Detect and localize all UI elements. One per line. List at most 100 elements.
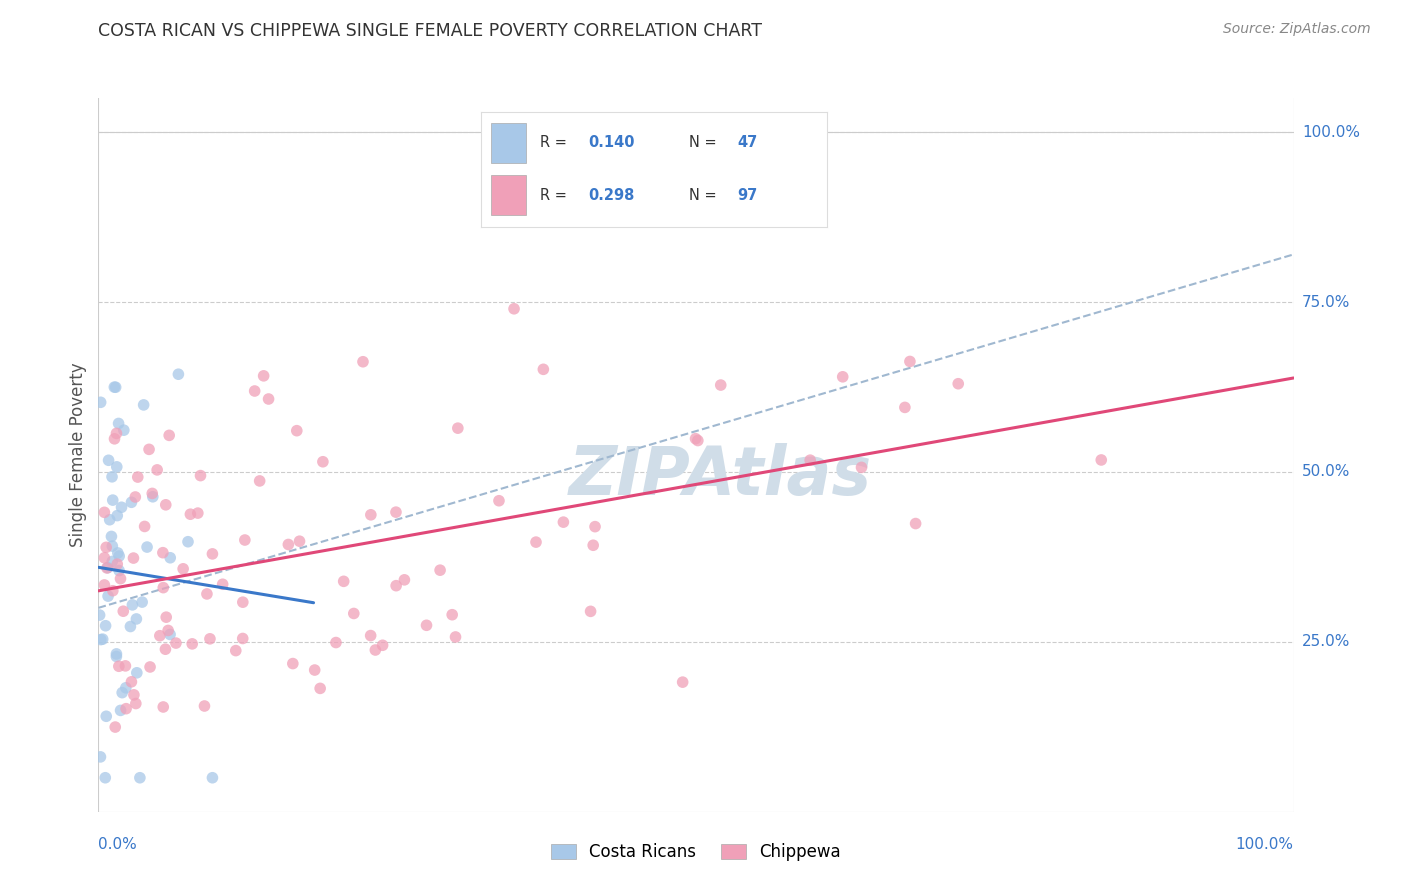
Point xyxy=(136,540,159,554)
Point xyxy=(904,516,927,531)
Point xyxy=(101,493,124,508)
Point xyxy=(371,638,394,652)
Point xyxy=(201,771,224,785)
Point xyxy=(94,771,117,785)
Point xyxy=(155,610,177,624)
Point xyxy=(110,572,132,586)
Point xyxy=(105,649,128,664)
Point xyxy=(146,463,169,477)
Text: Source: ZipAtlas.com: Source: ZipAtlas.com xyxy=(1223,22,1371,37)
Point xyxy=(233,533,256,547)
Point xyxy=(288,534,311,549)
Point xyxy=(110,500,132,515)
Point xyxy=(672,675,695,690)
Point xyxy=(90,395,112,409)
Point xyxy=(249,474,271,488)
Point xyxy=(198,632,221,646)
Point xyxy=(124,490,146,504)
Text: COSTA RICAN VS CHIPPEWA SINGLE FEMALE POVERTY CORRELATION CHART: COSTA RICAN VS CHIPPEWA SINGLE FEMALE PO… xyxy=(98,22,762,40)
Point xyxy=(101,554,124,568)
Point xyxy=(104,720,127,734)
Point xyxy=(122,688,145,702)
Point xyxy=(583,519,606,533)
Point xyxy=(503,301,526,316)
Point xyxy=(831,369,853,384)
Point xyxy=(232,595,254,609)
Text: 25.0%: 25.0% xyxy=(1302,634,1350,649)
Point xyxy=(157,624,180,638)
Point xyxy=(415,618,437,632)
Point xyxy=(352,355,374,369)
Point xyxy=(141,486,163,500)
Point xyxy=(112,604,135,618)
Point xyxy=(894,401,917,415)
Point xyxy=(187,506,209,520)
Point xyxy=(172,562,194,576)
Point xyxy=(132,398,155,412)
Point xyxy=(103,380,125,394)
Point xyxy=(385,579,408,593)
Point xyxy=(128,771,150,785)
Point xyxy=(799,453,821,467)
Point xyxy=(332,574,354,589)
Point xyxy=(115,701,138,715)
Point xyxy=(195,587,218,601)
Point xyxy=(360,508,382,522)
Point xyxy=(105,647,128,661)
Text: ZIPAtlas: ZIPAtlas xyxy=(568,443,872,509)
Point xyxy=(155,642,177,657)
Point xyxy=(108,549,131,563)
Point xyxy=(948,376,970,391)
Text: N =: N = xyxy=(689,187,721,202)
Point xyxy=(710,378,733,392)
Text: 47: 47 xyxy=(737,136,758,150)
Point xyxy=(96,561,118,575)
Point xyxy=(343,607,366,621)
Point xyxy=(257,392,280,406)
Point xyxy=(582,538,605,552)
FancyBboxPatch shape xyxy=(491,123,526,162)
Point xyxy=(93,505,115,519)
Text: 75.0%: 75.0% xyxy=(1302,294,1350,310)
Point xyxy=(111,686,134,700)
Point xyxy=(96,541,118,555)
Point xyxy=(107,417,129,431)
Point xyxy=(127,470,149,484)
Point xyxy=(101,583,124,598)
Point xyxy=(157,428,180,442)
Point xyxy=(394,573,416,587)
Point xyxy=(125,612,148,626)
Legend: Costa Ricans, Chippewa: Costa Ricans, Chippewa xyxy=(544,837,848,868)
Point xyxy=(325,635,347,649)
Point xyxy=(898,354,921,368)
Point xyxy=(122,551,145,566)
Point xyxy=(105,459,128,474)
Point xyxy=(97,453,120,467)
Point xyxy=(91,632,114,647)
Point xyxy=(93,550,115,565)
Point xyxy=(89,608,111,623)
Point xyxy=(277,537,299,551)
Point xyxy=(385,505,408,519)
Point xyxy=(225,643,247,657)
Text: 100.0%: 100.0% xyxy=(1302,125,1360,140)
Point xyxy=(94,618,117,632)
Point xyxy=(686,434,709,448)
Point xyxy=(114,659,136,673)
Point xyxy=(112,423,135,437)
Text: 0.0%: 0.0% xyxy=(98,837,138,852)
Point xyxy=(685,432,707,446)
Point xyxy=(120,619,142,633)
Point xyxy=(90,632,112,647)
Point xyxy=(179,507,201,521)
Point xyxy=(89,750,111,764)
Point xyxy=(121,598,143,612)
Point xyxy=(142,490,165,504)
Point xyxy=(181,637,204,651)
Point xyxy=(553,515,575,529)
FancyBboxPatch shape xyxy=(491,175,526,215)
Point xyxy=(134,519,156,533)
Text: 0.140: 0.140 xyxy=(588,136,634,150)
Point xyxy=(531,362,554,376)
Point xyxy=(105,557,128,571)
